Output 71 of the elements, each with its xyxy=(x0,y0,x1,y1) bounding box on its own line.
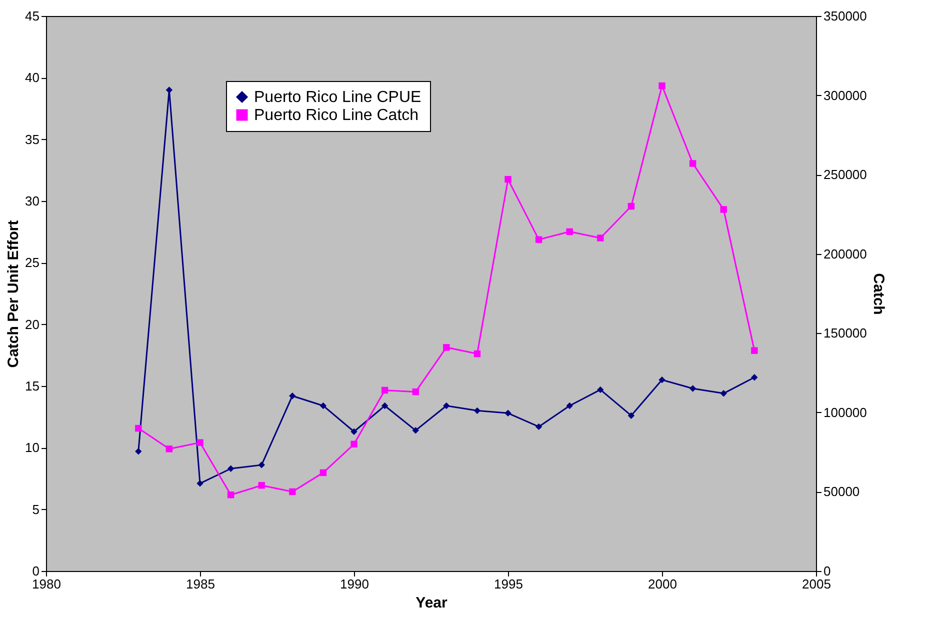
y2-tick-label: 150000 xyxy=(824,326,867,341)
point xyxy=(135,448,142,455)
y2-tick-label: 300000 xyxy=(824,88,867,103)
point xyxy=(597,386,604,394)
y-tick-label: 15 xyxy=(25,378,40,394)
point xyxy=(196,439,204,446)
point xyxy=(628,412,635,419)
y-tick-label: 35 xyxy=(25,132,40,147)
point xyxy=(350,440,358,448)
point xyxy=(412,388,419,396)
point xyxy=(658,82,666,90)
x-tick-label: 1995 xyxy=(494,576,523,592)
x-tick-label: 2005 xyxy=(802,576,831,592)
y-axis-title: Catch Per Unit Effort xyxy=(5,220,22,368)
y2-tick-label: 100000 xyxy=(824,404,867,420)
y-tick-label: 40 xyxy=(25,70,40,86)
y-tick-label: 5 xyxy=(32,502,40,517)
y2-axis-title: Catch xyxy=(870,273,887,315)
point xyxy=(320,402,327,410)
point xyxy=(566,228,573,236)
point xyxy=(289,488,296,496)
y2-tick-label: 50000 xyxy=(824,484,860,500)
point xyxy=(196,480,204,487)
y-tick-label: 45 xyxy=(25,8,40,24)
point xyxy=(166,446,173,452)
point xyxy=(566,402,573,410)
point xyxy=(227,465,234,472)
point xyxy=(443,402,450,410)
point xyxy=(412,427,419,434)
point xyxy=(320,469,327,476)
point xyxy=(720,206,727,213)
point xyxy=(535,236,542,243)
y-tick-label: 10 xyxy=(25,440,40,456)
point xyxy=(504,410,512,416)
x-tick-label: 1980 xyxy=(32,576,61,592)
point xyxy=(166,86,173,94)
point xyxy=(381,386,388,394)
point xyxy=(628,202,635,210)
point xyxy=(443,344,450,351)
y2-tick-label: 0 xyxy=(824,564,831,578)
point xyxy=(504,176,512,183)
point xyxy=(135,424,142,432)
y2-tick-label: 350000 xyxy=(824,8,867,24)
y-tick-label: 20 xyxy=(25,316,40,332)
point xyxy=(258,482,265,489)
point xyxy=(227,492,234,498)
point xyxy=(474,407,481,414)
x-tick-label: 1990 xyxy=(340,576,369,592)
x-tick-label: 1985 xyxy=(186,576,215,592)
y-tick-label: 30 xyxy=(25,194,40,208)
point xyxy=(689,385,696,392)
legend-label: Puerto Rico Line CPUE xyxy=(254,89,422,106)
point xyxy=(751,347,758,354)
point xyxy=(381,402,388,410)
point xyxy=(689,160,696,167)
x-axis-title: Year xyxy=(416,594,448,612)
point xyxy=(350,428,358,435)
y-tick-label: 0 xyxy=(32,564,40,578)
point xyxy=(720,390,727,397)
point xyxy=(474,350,481,358)
x-tick-label: 2000 xyxy=(648,576,677,592)
point xyxy=(535,423,542,430)
y2-tick-label: 250000 xyxy=(824,167,867,182)
y-tick-label: 25 xyxy=(25,255,40,270)
y2-tick-label: 200000 xyxy=(824,246,867,262)
point xyxy=(751,374,758,381)
point xyxy=(258,462,265,468)
legend-label: Puerto Rico Line Catch xyxy=(254,107,419,124)
point xyxy=(658,376,666,384)
point xyxy=(597,234,604,242)
point xyxy=(289,392,296,400)
